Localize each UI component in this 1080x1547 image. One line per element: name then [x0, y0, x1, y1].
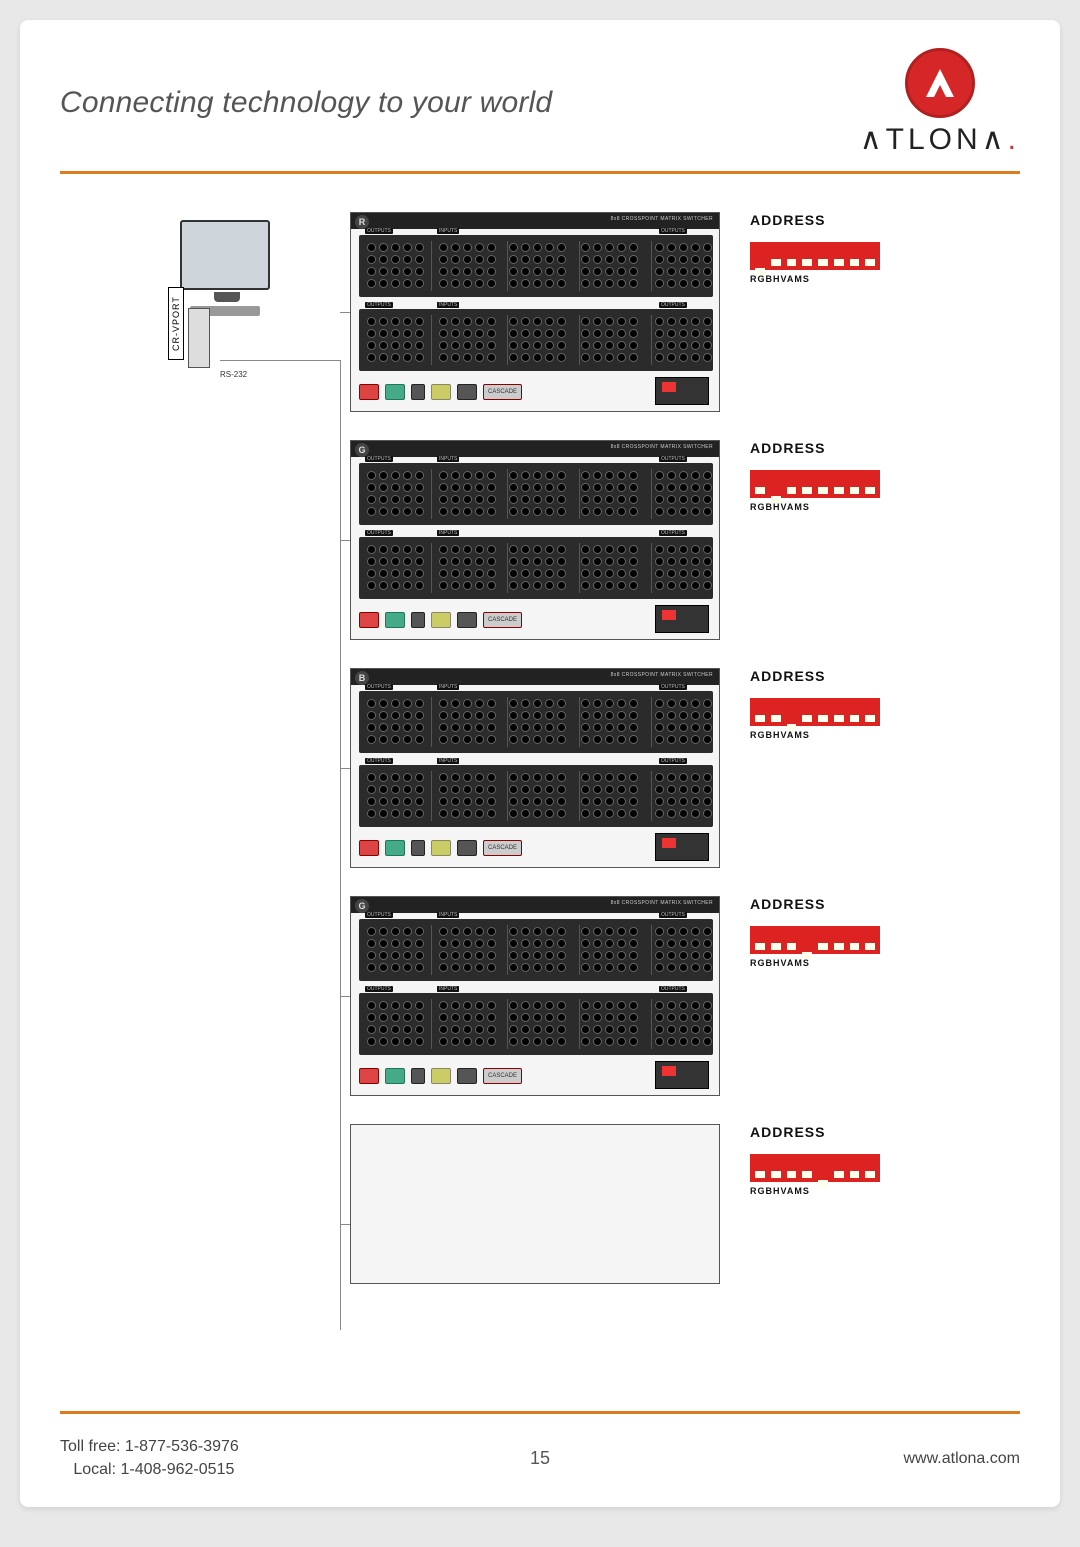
unit-badge: G [355, 443, 369, 457]
bus-stub [340, 1224, 350, 1225]
tagline: Connecting technology to your world [60, 86, 552, 120]
diagram-row: G 8x8 CROSSPOINT MATRIX SWITCHER OUTPUTSIN… [350, 896, 900, 1096]
serial-port-label: CR-VPORT [168, 287, 184, 360]
psu-icon [655, 1061, 709, 1089]
connector-panel: OUTPUTSINPUTSINPUTSOUTPUTS [359, 765, 713, 827]
footer-row: Toll free: 1-877-536-3976 Local: 1-408-9… [60, 1436, 1020, 1481]
dip-switch [750, 242, 880, 270]
psu-icon [655, 605, 709, 633]
diagram-row: ADDRESS RGBHVAMS [350, 1124, 900, 1284]
unit-badge: B [355, 671, 369, 685]
address-label: ADDRESS [750, 440, 900, 456]
dip-caption: RGBHVAMS [750, 502, 900, 512]
unit-title: 8x8 CROSSPOINT MATRIX SWITCHER [611, 900, 713, 906]
cascade-label: CASCADE [483, 612, 522, 628]
dip-switch [750, 470, 880, 498]
page: Connecting technology to your world ∧TLO… [20, 20, 1060, 1507]
cascade-label: CASCADE [483, 1068, 522, 1084]
header-rule [60, 171, 1020, 174]
footer: Toll free: 1-877-536-3976 Local: 1-408-9… [60, 1411, 1020, 1481]
bus-stub [340, 312, 350, 313]
rs232-label: RS-232 [220, 370, 247, 379]
unit-title: 8x8 CROSSPOINT MATRIX SWITCHER [611, 444, 713, 450]
matrix-switcher-unit: G 8x8 CROSSPOINT MATRIX SWITCHER OUTPUTSIN… [350, 440, 720, 640]
diagram-row: R 8x8 CROSSPOINT MATRIX SWITCHER OUTPUTSIN… [350, 212, 900, 412]
address-label: ADDRESS [750, 212, 900, 228]
diagram-row: B 8x8 CROSSPOINT MATRIX SWITCHER OUTPUTSIN… [350, 668, 900, 868]
local-number: 1-408-962-0515 [121, 1461, 235, 1478]
address-block: ADDRESS RGBHVAMS [750, 668, 900, 740]
dip-caption: RGBHVAMS [750, 1186, 900, 1196]
dip-caption: RGBHVAMS [750, 274, 900, 284]
bus-stub [340, 996, 350, 997]
connector-panel: OUTPUTSINPUTSINPUTSOUTPUTS [359, 309, 713, 371]
address-label: ADDRESS [750, 668, 900, 684]
footer-rule [60, 1411, 1020, 1414]
matrix-switcher-unit: R 8x8 CROSSPOINT MATRIX SWITCHER OUTPUTSIN… [350, 212, 720, 412]
psu-icon [655, 377, 709, 405]
dip-switch [750, 1154, 880, 1182]
dip-caption: RGBHVAMS [750, 730, 900, 740]
matrix-switcher-unit [350, 1124, 720, 1284]
website: www.atlona.com [904, 1450, 1021, 1468]
dip-caption: RGBHVAMS [750, 958, 900, 968]
connector-panel: OUTPUTSINPUTSINPUTSOUTPUTS [359, 537, 713, 599]
local-label: Local: [73, 1461, 116, 1478]
serial-adapter-icon [188, 308, 210, 368]
cascade-label: CASCADE [483, 384, 522, 400]
logo-badge-icon [905, 48, 975, 118]
unit-badge: R [355, 215, 369, 229]
matrix-switcher-unit: B 8x8 CROSSPOINT MATRIX SWITCHER OUTPUTSIN… [350, 668, 720, 868]
psu-icon [655, 833, 709, 861]
address-block: ADDRESS RGBHVAMS [750, 212, 900, 284]
connector-panel: OUTPUTSINPUTSINPUTSOUTPUTS [359, 993, 713, 1055]
address-label: ADDRESS [750, 896, 900, 912]
address-label: ADDRESS [750, 1124, 900, 1140]
brand-name: ∧TLON∧. [860, 122, 1020, 157]
diagram-area: CR-VPORTRS-232R8x8 CROSSPOINT MATRIX SWI… [20, 200, 1060, 1387]
dip-switch [750, 926, 880, 954]
page-header: Connecting technology to your world ∧TLO… [60, 48, 1020, 157]
connector-panel: OUTPUTSINPUTSINPUTSOUTPUTS [359, 235, 713, 297]
connector-panel: OUTPUTSINPUTSINPUTSOUTPUTS [359, 919, 713, 981]
connector-panel: OUTPUTSINPUTSINPUTSOUTPUTS [359, 691, 713, 753]
contact-phones: Toll free: 1-877-536-3976 Local: 1-408-9… [60, 1436, 239, 1481]
matrix-switcher-unit: G 8x8 CROSSPOINT MATRIX SWITCHER OUTPUTSIN… [350, 896, 720, 1096]
address-block: ADDRESS RGBHVAMS [750, 1124, 900, 1196]
connector-panel: OUTPUTSINPUTSINPUTSOUTPUTS [359, 463, 713, 525]
bus-stub [340, 768, 350, 769]
bus-line-vertical [340, 360, 341, 1330]
toll-free-number: 1-877-536-3976 [125, 1438, 239, 1455]
page-number: 15 [530, 1448, 550, 1469]
pc-block: CR-VPORTRS-232 [160, 220, 330, 316]
monitor-icon [180, 220, 270, 290]
bus-stub [340, 540, 350, 541]
dip-switch [750, 698, 880, 726]
cascade-label: CASCADE [483, 840, 522, 856]
logo: ∧TLON∧. [860, 48, 1020, 157]
address-block: ADDRESS RGBHVAMS [750, 440, 900, 512]
address-block: ADDRESS RGBHVAMS [750, 896, 900, 968]
bus-line [220, 360, 340, 361]
toll-free-label: Toll free: [60, 1438, 120, 1455]
diagram-row: G 8x8 CROSSPOINT MATRIX SWITCHER OUTPUTSIN… [350, 440, 900, 640]
unit-badge: G [355, 899, 369, 913]
unit-title: 8x8 CROSSPOINT MATRIX SWITCHER [611, 672, 713, 678]
unit-title: 8x8 CROSSPOINT MATRIX SWITCHER [611, 216, 713, 222]
